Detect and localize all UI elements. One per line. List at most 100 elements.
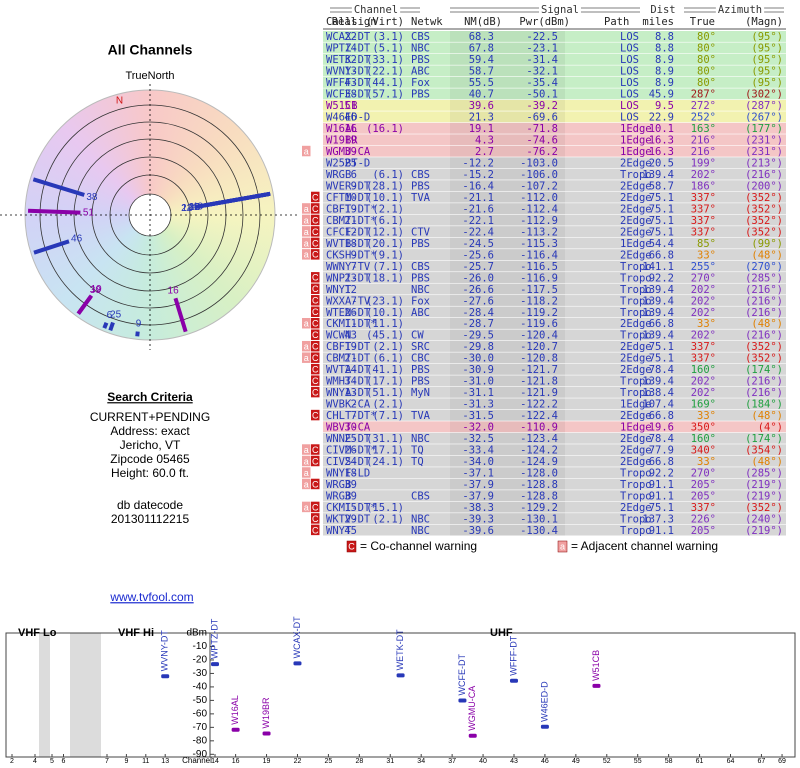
cell-real: 9	[351, 180, 357, 192]
column-header: Pwr(dBm)	[519, 16, 570, 28]
cell-callsign: WTEN-DT	[326, 307, 371, 319]
site-link[interactable]: www.tvfool.com	[109, 590, 193, 604]
cell-dist: 77.9	[649, 445, 674, 457]
signal-column	[450, 386, 565, 398]
cell-netwk: TQ	[411, 456, 424, 468]
radar-bar	[32, 177, 85, 197]
warning-flag: a	[304, 238, 309, 248]
cell-pwr: -130.4	[520, 525, 558, 537]
cell-virt: (5.1)	[372, 43, 404, 55]
cell-pwr: -122.2	[520, 399, 558, 411]
cell-callsign: WVTB-DT	[326, 238, 371, 250]
radar-label: 6	[107, 310, 113, 321]
cell-dist: 78.4	[649, 433, 674, 445]
cell-virt: (2.1)	[372, 399, 404, 411]
warning-flag: C	[312, 273, 319, 283]
cell-pwr: -23.1	[526, 43, 558, 55]
radar-bar	[76, 295, 93, 315]
cell-magn: (267°)	[745, 112, 783, 124]
warning-flag: a	[304, 319, 309, 329]
cell-nm: -37.1	[462, 467, 494, 479]
signal-column	[450, 214, 565, 226]
cell-path: 2Edge	[620, 226, 652, 238]
cell-magn: (231°)	[745, 135, 783, 147]
cell-magn: (231°)	[745, 146, 783, 158]
warning-box	[302, 455, 311, 467]
cell-path: 2Edge	[620, 341, 652, 353]
cell-magn: (200°)	[745, 180, 783, 192]
group-header: Channel	[354, 4, 398, 16]
cell-callsign: CBFT-DT	[326, 341, 371, 353]
signal-column	[450, 467, 565, 479]
warning-flag: C	[312, 376, 319, 386]
cell-path: Tropo	[620, 376, 652, 388]
cell-nm: 39.6	[469, 100, 494, 112]
band-gap	[70, 633, 101, 757]
cell-real: 51	[344, 100, 357, 112]
cell-pwr: -119.2	[520, 307, 558, 319]
cell-callsign: CBMT-DT	[326, 353, 371, 365]
cell-magn: (302°)	[745, 89, 783, 101]
cell-dist: 78.4	[649, 364, 674, 376]
y-tick-label: -90	[193, 749, 208, 760]
cell-callsign: WVBK-CA	[326, 399, 371, 411]
cell-pwr: -121.8	[520, 376, 558, 388]
cell-magn: (95°)	[751, 31, 783, 43]
cell-magn: (95°)	[751, 43, 783, 55]
cell-magn: (99°)	[751, 238, 783, 250]
cell-real: 29	[344, 513, 357, 525]
cell-magn: (184°)	[745, 399, 783, 411]
cell-callsign: CBMT-DT*	[326, 215, 377, 227]
cell-real: 6	[351, 169, 357, 181]
cell-nm: -31.1	[462, 387, 494, 399]
cell-dist: 92.2	[649, 467, 674, 479]
y-tick-label: -20	[193, 655, 208, 666]
legend-box	[557, 540, 568, 553]
cell-nm: -27.6	[462, 295, 494, 307]
table-row	[323, 432, 786, 444]
cell-pwr: -103.0	[520, 158, 558, 170]
cell-path: Tropo	[620, 525, 652, 537]
spectrum-label: WGMU-CA	[467, 686, 477, 731]
table-row	[323, 295, 786, 306]
cell-pwr: -116.9	[520, 272, 558, 284]
table-row	[323, 467, 786, 479]
cell-magn: (240°)	[745, 513, 783, 525]
cell-magn: (352°)	[745, 203, 783, 215]
cell-dist: 66.8	[649, 456, 674, 468]
cell-nm: -29.8	[462, 341, 494, 353]
cell-path: 1Edge	[620, 238, 652, 250]
cell-az: 163°	[691, 123, 716, 135]
cell-magn: (4°)	[758, 422, 783, 434]
cell-nm: -26.6	[462, 284, 494, 296]
table-row	[323, 88, 786, 100]
cell-nm: -21.6	[462, 203, 494, 215]
cell-magn: (219°)	[745, 525, 783, 537]
cell-virt: (10.1)	[366, 192, 404, 204]
cell-real: 45	[344, 525, 357, 537]
cell-callsign: W16AL	[326, 123, 358, 135]
cell-dist: 75.1	[649, 341, 674, 353]
warning-box	[311, 237, 320, 249]
cell-dist: 107.4	[642, 399, 674, 411]
cell-pwr: -112.9	[520, 215, 558, 227]
warning-box	[302, 226, 311, 237]
warning-flag: C	[312, 238, 319, 248]
cell-nm: -28.4	[462, 307, 494, 319]
warning-box	[311, 386, 320, 398]
spectrum-bar	[540, 724, 549, 729]
table-row	[323, 134, 786, 146]
cell-callsign: CFTM-DT	[326, 192, 371, 204]
cell-az: 186°	[691, 180, 716, 192]
cell-nm: -37.9	[462, 479, 494, 491]
cell-pwr: -106.0	[520, 169, 558, 181]
cell-pwr: -107.2	[520, 180, 558, 192]
cell-magn: (216°)	[745, 284, 783, 296]
cell-netwk: ABC	[411, 66, 430, 78]
spectrum-bar	[592, 683, 601, 688]
x-tick-label: 11	[142, 758, 149, 765]
cell-az: 337°	[691, 215, 716, 227]
cell-callsign: WVER-DT	[326, 180, 371, 192]
cell-netwk: CBS	[411, 169, 430, 181]
signal-column	[450, 180, 565, 192]
